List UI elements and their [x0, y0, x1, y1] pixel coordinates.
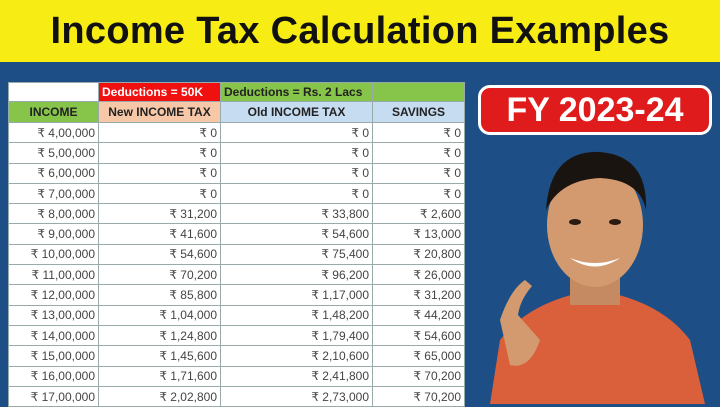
table-row: ₹ 12,00,000 ₹ 85,800 ₹ 1,17,000 ₹ 31,200: [8, 284, 465, 306]
group-header-blank: [8, 82, 99, 102]
table-row: ₹ 4,00,000 ₹ 0 ₹ 0 ₹ 0: [8, 121, 465, 144]
table-row: ₹ 16,00,000 ₹ 1,71,600 ₹ 2,41,800 ₹ 70,200: [8, 365, 465, 387]
column-header-row: INCOME New INCOME TAX Old INCOME TAX SAV…: [8, 101, 465, 123]
table-cell: ₹ 0: [220, 121, 373, 144]
table-cell: ₹ 1,04,000: [98, 304, 221, 326]
table-cell: ₹ 54,600: [372, 324, 465, 347]
table-row: ₹ 5,00,000 ₹ 0 ₹ 0 ₹ 0: [8, 142, 465, 164]
table-row: ₹ 6,00,000 ₹ 0 ₹ 0 ₹ 0: [8, 162, 465, 184]
table-cell: ₹ 70,200: [372, 365, 465, 387]
table-cell: ₹ 0: [220, 182, 373, 205]
table-cell: ₹ 96,200: [220, 264, 373, 286]
group-header-new: Deductions = 50K: [98, 82, 221, 102]
table-row: ₹ 14,00,000 ₹ 1,24,800 ₹ 1,79,400 ₹ 54,600: [8, 324, 465, 347]
table-cell: ₹ 1,24,800: [98, 324, 221, 347]
table-cell: ₹ 44,200: [372, 304, 465, 326]
group-header-old: Deductions = Rs. 2 Lacs: [220, 82, 373, 102]
table-cell: ₹ 85,800: [98, 284, 221, 306]
table-cell: ₹ 33,800: [220, 203, 373, 225]
table-cell: ₹ 2,600: [372, 203, 465, 225]
table-cell: ₹ 0: [98, 162, 221, 184]
table-row: ₹ 10,00,000 ₹ 54,600 ₹ 75,400 ₹ 20,800: [8, 243, 465, 266]
table-row: ₹ 8,00,000 ₹ 31,200 ₹ 33,800 ₹ 2,600: [8, 203, 465, 225]
group-header-blank-2: [372, 82, 465, 102]
table-cell: ₹ 15,00,000: [8, 345, 99, 367]
table-cell: ₹ 0: [98, 142, 221, 164]
table-cell: ₹ 20,800: [372, 243, 465, 266]
table-cell: ₹ 26,000: [372, 264, 465, 286]
table-cell: ₹ 1,79,400: [220, 324, 373, 347]
table-cell: ₹ 6,00,000: [8, 162, 99, 184]
table-cell: ₹ 4,00,000: [8, 121, 99, 144]
table-cell: ₹ 0: [220, 162, 373, 184]
table-cell: ₹ 54,600: [220, 223, 373, 245]
col-savings: SAVINGS: [372, 101, 465, 123]
table-row: ₹ 11,00,000 ₹ 70,200 ₹ 96,200 ₹ 26,000: [8, 264, 465, 286]
table-row: ₹ 15,00,000 ₹ 1,45,600 ₹ 2,10,600 ₹ 65,000: [8, 345, 465, 367]
table-cell: ₹ 0: [372, 162, 465, 184]
col-income: INCOME: [8, 101, 99, 123]
table-cell: ₹ 0: [372, 182, 465, 205]
table-cell: ₹ 0: [98, 182, 221, 205]
table-cell: ₹ 1,17,000: [220, 284, 373, 306]
table-cell: ₹ 2,41,800: [220, 365, 373, 387]
table-cell: ₹ 11,00,000: [8, 264, 99, 286]
table-cell: ₹ 1,71,600: [98, 365, 221, 387]
table-cell: ₹ 2,10,600: [220, 345, 373, 367]
table-cell: ₹ 0: [372, 121, 465, 144]
table-cell: ₹ 5,00,000: [8, 142, 99, 164]
table-cell: ₹ 0: [98, 121, 221, 144]
table-cell: ₹ 8,00,000: [8, 203, 99, 225]
table-cell: ₹ 0: [220, 142, 373, 164]
table-cell: ₹ 12,00,000: [8, 284, 99, 306]
table-cell: ₹ 13,00,000: [8, 304, 99, 326]
table-cell: ₹ 75,400: [220, 243, 373, 266]
tax-table: Deductions = 50K Deductions = Rs. 2 Lacs…: [8, 82, 465, 407]
col-new-tax: New INCOME TAX: [98, 101, 221, 123]
table-cell: ₹ 9,00,000: [8, 223, 99, 245]
group-header-row: Deductions = 50K Deductions = Rs. 2 Lacs: [8, 82, 465, 102]
table-cell: ₹ 14,00,000: [8, 324, 99, 347]
table-cell: ₹ 31,200: [372, 284, 465, 306]
table-cell: ₹ 0: [372, 142, 465, 164]
fy-badge: FY 2023-24: [478, 85, 712, 135]
table-cell: ₹ 1,48,200: [220, 304, 373, 326]
table-cell: ₹ 16,00,000: [8, 365, 99, 387]
page-title: Income Tax Calculation Examples: [0, 0, 720, 62]
table-cell: ₹ 54,600: [98, 243, 221, 266]
table-cell: ₹ 41,600: [98, 223, 221, 245]
table-cell: ₹ 13,000: [372, 223, 465, 245]
table-cell: ₹ 7,00,000: [8, 182, 99, 205]
table-cell: ₹ 10,00,000: [8, 243, 99, 266]
presenter-photo: [490, 151, 705, 404]
table-row: ₹ 7,00,000 ₹ 0 ₹ 0 ₹ 0: [8, 182, 465, 205]
table-cell: ₹ 1,45,600: [98, 345, 221, 367]
table-cell: ₹ 70,200: [98, 264, 221, 286]
table-cell: ₹ 31,200: [98, 203, 221, 225]
col-old-tax: Old INCOME TAX: [220, 101, 373, 123]
table-row: ₹ 13,00,000 ₹ 1,04,000 ₹ 1,48,200 ₹ 44,200: [8, 304, 465, 326]
table-row: ₹ 9,00,000 ₹ 41,600 ₹ 54,600 ₹ 13,000: [8, 223, 465, 245]
table-cell: ₹ 65,000: [372, 345, 465, 367]
